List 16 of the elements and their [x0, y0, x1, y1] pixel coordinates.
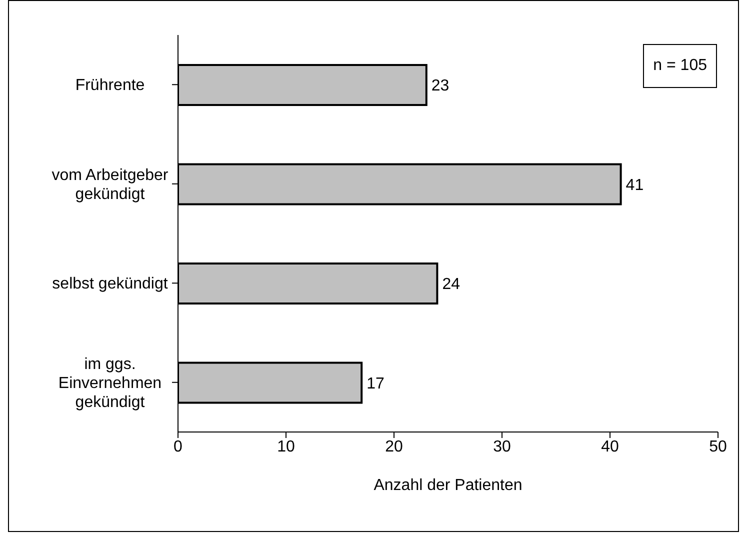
x-tick-label: 50 [709, 438, 727, 456]
data-label: 23 [431, 78, 450, 95]
y-tick-label: im ggs. Einvernehmen gekündigt [58, 356, 162, 411]
x-tick-label: 30 [493, 438, 511, 456]
y-tick-label: vom Arbeitgeber gekündigt [52, 166, 169, 203]
data-label: 41 [626, 176, 644, 194]
x-tick-label: 20 [385, 438, 403, 456]
x-axis-title: Anzahl der Patienten [374, 477, 522, 494]
annotation: n = 105 [643, 44, 717, 88]
x-tick-label: 0 [174, 438, 183, 456]
x-tick-label: 40 [601, 438, 619, 456]
y-tick-label: selbst gekündigt [52, 276, 168, 293]
x-tick-label: 10 [277, 438, 295, 456]
data-label: 17 [366, 375, 384, 392]
data-label: 24 [442, 276, 460, 294]
y-tick-label: Frührente [75, 77, 145, 94]
